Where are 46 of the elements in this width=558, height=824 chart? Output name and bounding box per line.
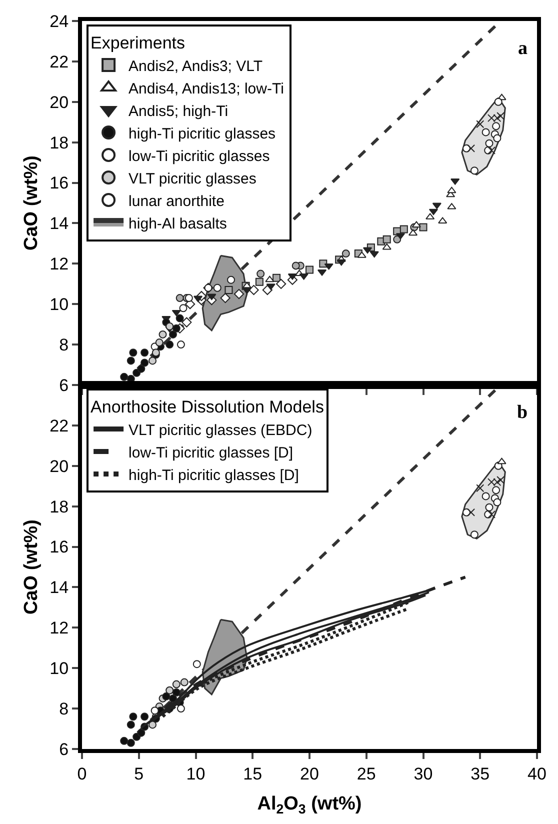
legend-label: VLT picritic glasses [128, 170, 256, 188]
y-tick-label: 18 [50, 497, 69, 516]
y-axis-title: CaO (wt%) [21, 156, 42, 250]
legend-label: VLT picritic glasses (EBDC) [128, 422, 312, 439]
y-tick-label: 10 [50, 295, 69, 314]
x-tick-label: 35 [470, 764, 490, 784]
legend-label: Andis2, Andis3; VLT [128, 58, 263, 75]
x-tick-label: 25 [356, 764, 376, 784]
y-tick-label: 16 [50, 174, 69, 193]
x-tick-label: 40 [528, 764, 546, 784]
y-tick-label: 12 [50, 618, 69, 638]
y-tick-label: 10 [50, 659, 69, 678]
annotation: a [518, 38, 528, 59]
y-tick-label: 18 [50, 133, 69, 152]
y-tick-label: 22 [50, 416, 69, 436]
legend-label: low-Ti picritic glasses [128, 148, 270, 165]
y-tick-label: 6 [59, 740, 69, 759]
x-tick-label: 10 [186, 764, 206, 784]
x-axis-title: Al$_{2}$O$_{3}$ (wt%) [257, 794, 362, 817]
y-tick-label: 20 [50, 456, 69, 476]
legend-title: Experiments [90, 34, 186, 53]
legend-label: Andis4, Andis13; low-Ti [128, 80, 284, 98]
x-tick-label: 5 [134, 764, 144, 784]
legend-title: Anorthosite Dissolution Models [90, 398, 324, 417]
y-tick-label: 16 [50, 538, 69, 557]
legend-label: Andis5; high-Ti [128, 102, 228, 120]
legend-label: lunar anorthite [128, 192, 224, 210]
y-tick-label: 8 [59, 700, 69, 719]
legend-label: high-Al basalts [128, 215, 227, 232]
y-tick-label: 14 [50, 214, 69, 234]
y-tick-label: 22 [50, 52, 69, 72]
y-tick-label: 6 [59, 376, 69, 395]
x-tick-label: 15 [243, 764, 262, 784]
x-tick-label: 0 [77, 764, 87, 784]
y-tick-label: 12 [50, 254, 69, 274]
x-tick-label: 30 [414, 764, 433, 784]
legend-label: high-Ti picritic glasses [128, 125, 276, 142]
legend-label: low-Ti picritic glasses [D] [128, 444, 294, 462]
y-axis-title: CaO (wt%) [21, 520, 42, 614]
y-tick-label: 8 [59, 336, 69, 355]
x-tick-label: 20 [300, 764, 319, 784]
y-tick-label: 24 [50, 12, 69, 31]
annotation: b [517, 402, 528, 423]
y-tick-label: 14 [50, 578, 69, 598]
y-tick-label: 20 [50, 92, 69, 112]
legend-label: high-Ti picritic glasses [D] [128, 466, 299, 484]
